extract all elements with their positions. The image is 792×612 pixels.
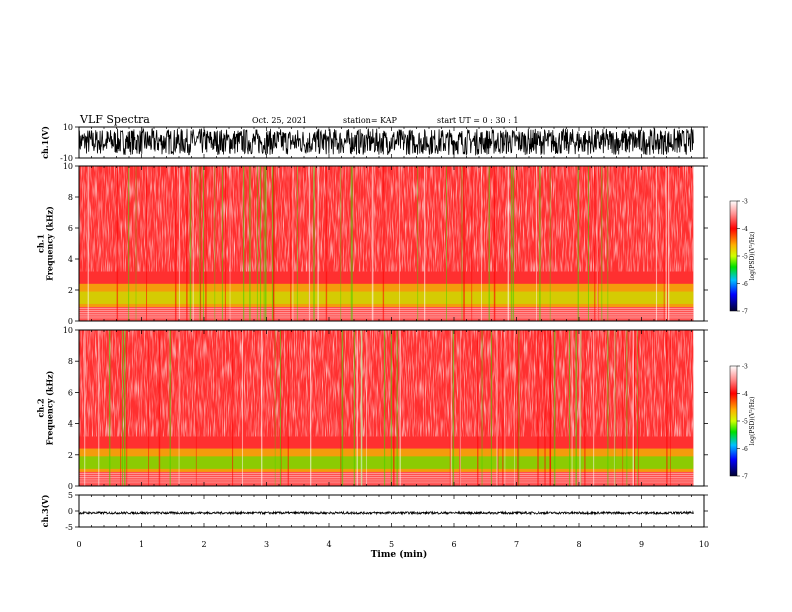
x-tick-label: 9: [639, 540, 644, 549]
x-tick-label: 1: [139, 540, 144, 549]
waveform-trace: [78, 510, 694, 516]
y-tick-label: 5: [68, 491, 73, 500]
y-axis-label: ch.1(V): [40, 126, 50, 159]
colorbar-tick-label: -5: [742, 254, 748, 261]
y-axis-label: ch.1: [36, 234, 46, 253]
station-label: station= KAP: [343, 116, 398, 125]
date-label: Oct. 25, 2021: [252, 116, 307, 125]
ch2-colorbar: -3 -4 -5 -6 -7 log(PSD)(V²/Hz): [729, 364, 756, 481]
colorbar-label: log(PSD)(V²/Hz): [749, 397, 756, 446]
y-tick-label: 10: [63, 326, 73, 335]
y-tick-label: 8: [68, 357, 73, 366]
start-time-label: start UT = 0 : 30 : 1: [437, 116, 518, 125]
x-tick-label: 5: [389, 540, 394, 549]
colorbar-tick-label: -3: [742, 199, 748, 206]
y-tick-label: 6: [68, 388, 73, 397]
colorbar-tick-label: -3: [742, 364, 748, 371]
spectrogram-texture: [79, 166, 694, 272]
colorbar-gradient: [729, 365, 738, 477]
y-tick-label: 10: [63, 162, 73, 171]
colorbar-tick-label: -7: [742, 309, 748, 316]
ch2-spectrogram-panel: 0 2 4 6 8 10 ch.2 Frequency (kHz): [36, 326, 708, 491]
y-tick-label: 0: [68, 507, 73, 516]
x-tick-label: 2: [201, 540, 206, 549]
x-tick-label: 4: [326, 540, 331, 549]
x-tick-label: 7: [514, 540, 519, 549]
colorbar-tick-label: -7: [742, 474, 748, 481]
x-tick-label: 8: [576, 540, 581, 549]
colorbar-tick-label: -4: [742, 391, 748, 398]
band-green: [79, 291, 694, 304]
colorbar-gradient: [729, 200, 738, 312]
y-axis-label: Frequency (kHz): [45, 206, 55, 281]
x-tick-label: 0: [76, 540, 81, 549]
spectrogram-texture: [79, 330, 694, 437]
ch1-colorbar: -3 -4 -5 -6 -7 log(PSD)(V²/Hz): [729, 199, 756, 316]
waveform-trace: [78, 127, 694, 157]
x-axis-label: Time (min): [371, 549, 428, 560]
x-tick-label: 3: [264, 540, 269, 549]
time-axis: 0 1 2 3 4 5 6 7 8 9 10: [76, 540, 709, 549]
y-tick-label: -10: [60, 154, 73, 163]
band-green: [79, 456, 694, 469]
y-tick-label: 4: [68, 255, 73, 264]
ch1-spectrogram-panel: 0 2 4 6 8 10 ch.1 Frequency (kHz): [36, 162, 708, 326]
figure-title: VLF Spectra: [79, 113, 150, 126]
y-tick-label: 0: [68, 482, 73, 491]
colorbar-tick-label: -6: [742, 446, 748, 453]
colorbar-tick-label: -5: [742, 419, 748, 426]
colorbar-tick-label: -4: [742, 226, 748, 233]
y-axis-label: Frequency (kHz): [45, 370, 55, 445]
ch3-waveform-panel: 5 0 -5 ch.3(V): [40, 491, 708, 532]
panel-frame: [78, 494, 705, 528]
y-tick-label: 8: [68, 193, 73, 202]
colorbar-label: log(PSD)(V²/Hz): [749, 232, 756, 281]
y-axis-label: ch.2: [36, 398, 46, 417]
x-tick-label: 10: [699, 540, 709, 549]
y-axis-label: ch.3(V): [40, 494, 50, 527]
y-tick-label: 6: [68, 224, 73, 233]
colorbar-tick-label: -6: [742, 281, 748, 288]
x-tick-label: 6: [451, 540, 456, 549]
y-tick-label: 2: [68, 286, 73, 295]
y-tick-label: 0: [68, 317, 73, 326]
y-tick-label: 4: [68, 420, 73, 429]
y-tick-label: 10: [63, 123, 73, 132]
y-tick-label: -5: [65, 523, 73, 532]
y-tick-label: 2: [68, 451, 73, 460]
ch1-waveform-panel: 10 -10 ch.1(V): [40, 123, 708, 163]
